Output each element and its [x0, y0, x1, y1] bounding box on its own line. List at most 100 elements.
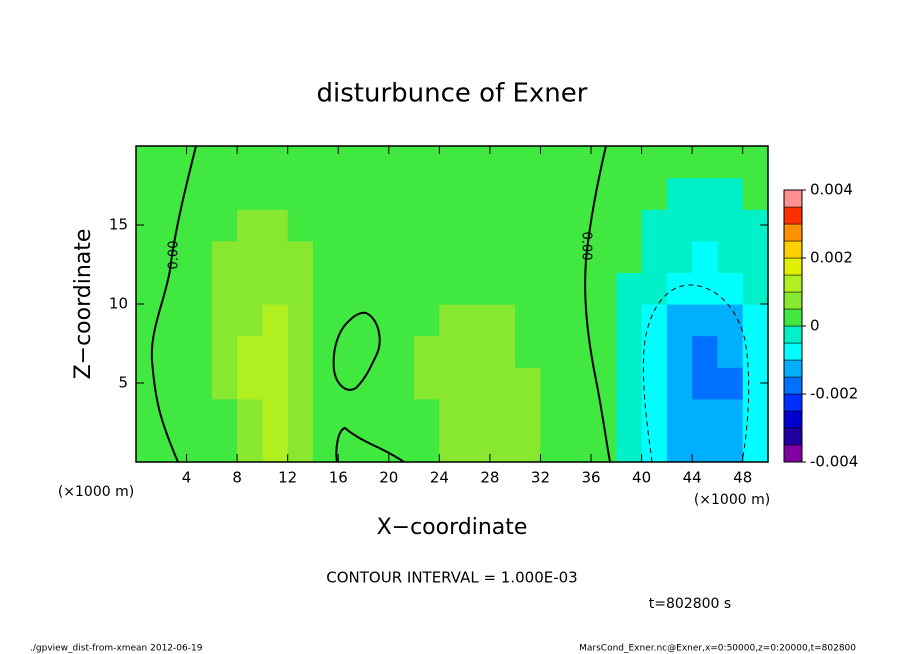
colorbar-band	[783, 376, 803, 395]
heatmap-cell	[186, 304, 213, 337]
heatmap-cell	[540, 304, 567, 337]
heatmap-cell	[211, 335, 238, 368]
heatmap-cell	[565, 146, 592, 179]
y-tick-label: 10	[109, 295, 128, 313]
x-tick-label: 20	[379, 469, 398, 487]
heatmap-cell	[186, 335, 213, 368]
heatmap-cell	[136, 177, 162, 210]
heatmap-cell	[388, 146, 415, 179]
heatmap-cell	[388, 272, 415, 305]
heatmap-cell	[515, 367, 542, 400]
heatmap-cell	[591, 240, 617, 273]
heatmap-cell	[136, 272, 162, 305]
heatmap-cell	[136, 430, 162, 462]
x-tick-label: 32	[531, 469, 550, 487]
footer-left: ./gpview_dist-from-xmean 2012-06-19	[30, 644, 203, 654]
heatmap-cell	[717, 304, 744, 337]
heatmap-cell	[565, 209, 592, 242]
colorbar-band	[783, 444, 803, 463]
heatmap-cell	[136, 240, 162, 273]
heatmap-cell	[414, 398, 440, 431]
colorbar-band	[783, 427, 803, 446]
contour-line	[584, 146, 611, 462]
heatmap-cell	[591, 272, 617, 305]
heatmap-cell	[489, 430, 516, 462]
heatmap-cell	[489, 209, 516, 242]
heatmap-cell	[540, 272, 567, 305]
heatmap-cell	[161, 304, 188, 337]
heatmap-cell	[237, 209, 263, 242]
heatmap-cell	[186, 272, 213, 305]
x-unit-label: (×1000 m)	[694, 492, 770, 508]
colorbar-band	[783, 342, 803, 361]
heatmap-cell	[489, 146, 516, 179]
heatmap-cell	[161, 209, 188, 242]
heatmap-cell	[641, 430, 668, 462]
heatmap-cell	[388, 367, 415, 400]
heatmap-cell	[237, 335, 263, 368]
colorbar-band	[783, 410, 803, 429]
heatmap-cell	[464, 304, 491, 337]
heatmap-cell	[540, 177, 567, 210]
heatmap-cell	[287, 398, 314, 431]
heatmap-cell	[692, 304, 719, 337]
heatmap-cell	[287, 367, 314, 400]
colorbar-band	[783, 223, 803, 242]
colorbar-band	[783, 274, 803, 293]
heatmap-cell	[161, 367, 188, 400]
heatmap-cell	[312, 430, 339, 462]
contour-interval: CONTOUR INTERVAL = 1.000E-03	[326, 569, 577, 587]
heatmap-cell	[388, 335, 415, 368]
heatmap-cell	[363, 209, 390, 242]
heatmap-cell	[489, 304, 516, 337]
heatmap-cell	[287, 272, 314, 305]
heatmap-cell	[464, 335, 491, 368]
heatmap-cell	[540, 367, 567, 400]
heatmap-cell	[161, 335, 188, 368]
heatmap-cell	[287, 430, 314, 462]
heatmap-cell	[338, 146, 365, 179]
heatmap-cell	[414, 240, 440, 273]
colorbar-band	[783, 257, 803, 276]
heatmap-cell	[414, 177, 440, 210]
heatmap-cell	[211, 146, 238, 179]
contour-line	[150, 146, 197, 462]
heatmap-cell	[237, 304, 263, 337]
heatmap-cell	[515, 430, 542, 462]
heatmap-cell	[666, 177, 693, 210]
heatmap-cell	[186, 398, 213, 431]
heatmap-cell	[616, 304, 643, 337]
heatmap-cell	[641, 146, 668, 179]
heatmap-cell	[338, 177, 365, 210]
heatmap-cell	[692, 335, 719, 368]
heatmap-cell	[161, 177, 188, 210]
heatmap-cell	[312, 146, 339, 179]
heatmap-cell	[666, 209, 693, 242]
heatmap-cell	[388, 398, 415, 431]
heatmap-cell	[211, 367, 238, 400]
heatmap-cell	[388, 304, 415, 337]
x-tick-label: 44	[683, 469, 702, 487]
heatmap-cell	[287, 146, 314, 179]
heatmap-cell	[489, 177, 516, 210]
x-tick-label: 40	[632, 469, 651, 487]
heatmap-cell	[616, 146, 643, 179]
heatmap-cell	[616, 209, 643, 242]
heatmap-cell	[136, 335, 162, 368]
heatmap-cell	[363, 398, 390, 431]
heatmap-cell	[641, 209, 668, 242]
heatmap-cell	[616, 367, 643, 400]
heatmap-cell	[717, 335, 744, 368]
heatmap-cell	[742, 335, 768, 368]
heatmap-cell	[338, 240, 365, 273]
x-axis-label: X−coordinate	[377, 515, 528, 540]
heatmap-cell	[717, 177, 744, 210]
heatmap-cell	[515, 146, 542, 179]
heatmap-cell	[717, 367, 744, 400]
heatmap-cell	[641, 304, 668, 337]
heatmap-cell	[666, 367, 693, 400]
heatmap-cell	[742, 240, 768, 273]
x-tick-label: 48	[733, 469, 752, 487]
heatmap-cell	[742, 272, 768, 305]
